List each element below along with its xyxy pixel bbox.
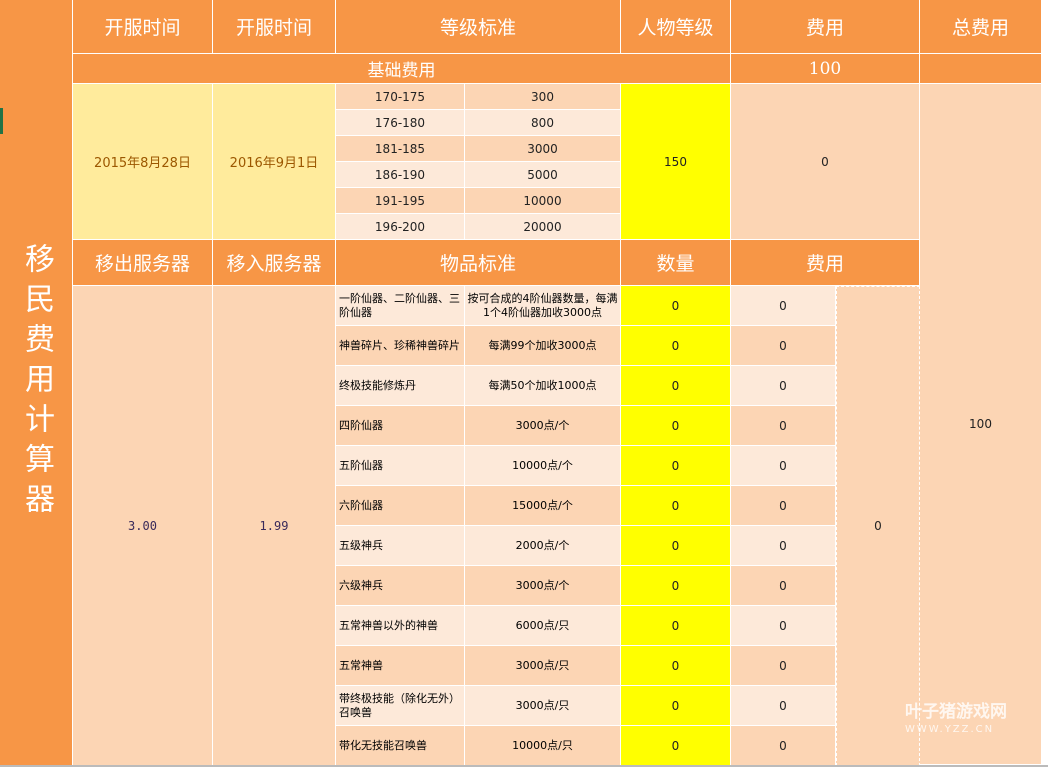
- item-rule: 3000点/个: [465, 566, 621, 606]
- item-rule: 6000点/只: [465, 606, 621, 646]
- level-range: 170-175: [336, 84, 465, 110]
- item-name: 六阶仙器: [336, 486, 465, 526]
- sheet-selection-marker: [0, 108, 3, 134]
- header-open-time-2: 开服时间: [213, 0, 336, 54]
- character-level-input[interactable]: 150: [621, 84, 731, 240]
- level-cost: 800: [465, 110, 621, 136]
- header-total-fee: 总费用: [920, 0, 1042, 54]
- header-item-fee: 费用: [731, 240, 920, 286]
- header-level-standard: 等级标准: [336, 0, 621, 54]
- item-name: 五常神兽以外的神兽: [336, 606, 465, 646]
- open-date-to[interactable]: 2016年9月1日: [213, 84, 336, 240]
- item-rule: 3000点/个: [465, 406, 621, 446]
- item-name: 六级神兵: [336, 566, 465, 606]
- item-fee: 0: [731, 406, 836, 446]
- item-name: 五常神兽: [336, 646, 465, 686]
- level-cost: 20000: [465, 214, 621, 240]
- item-fee: 0: [731, 486, 836, 526]
- header-target-server: 移入服务器: [213, 240, 336, 286]
- item-rule: 按可合成的4阶仙器数量，每满1个4阶仙器加收3000点: [465, 286, 621, 326]
- level-range: 186-190: [336, 162, 465, 188]
- header-open-time-1: 开服时间: [73, 0, 213, 54]
- item-fee: 0: [731, 326, 836, 366]
- item-quantity-input[interactable]: 0: [621, 646, 731, 686]
- header-fee: 费用: [731, 0, 920, 54]
- item-quantity-input[interactable]: 0: [621, 526, 731, 566]
- header-quantity: 数量: [621, 240, 731, 286]
- total-fee-value: 100: [920, 84, 1042, 765]
- item-fee: 0: [731, 286, 836, 326]
- item-quantity-input[interactable]: 0: [621, 486, 731, 526]
- item-rule: 10000点/只: [465, 726, 621, 766]
- item-fee: 0: [731, 606, 836, 646]
- level-cost: 5000: [465, 162, 621, 188]
- item-quantity-input[interactable]: 0: [621, 686, 731, 726]
- header-character-level: 人物等级: [621, 0, 731, 54]
- item-quantity-input[interactable]: 0: [621, 606, 731, 646]
- item-rule: 2000点/个: [465, 526, 621, 566]
- item-quantity-input[interactable]: 0: [621, 566, 731, 606]
- item-quantity-input[interactable]: 0: [621, 366, 731, 406]
- item-name: 五级神兵: [336, 526, 465, 566]
- sheet-gridline: [0, 765, 1048, 767]
- item-rule: 15000点/个: [465, 486, 621, 526]
- item-quantity-input[interactable]: 0: [621, 286, 731, 326]
- item-name: 带化无技能召唤兽: [336, 726, 465, 766]
- open-date-from[interactable]: 2015年8月28日: [73, 84, 213, 240]
- level-cost: 300: [465, 84, 621, 110]
- item-name: 五阶仙器: [336, 446, 465, 486]
- item-name: 四阶仙器: [336, 406, 465, 446]
- item-fee: 0: [731, 526, 836, 566]
- item-rule: 10000点/个: [465, 446, 621, 486]
- item-rule: 3000点/只: [465, 686, 621, 726]
- calculator-title: 移民费用计算器: [0, 0, 73, 767]
- item-name: 神兽碎片、珍稀神兽碎片: [336, 326, 465, 366]
- header-source-server: 移出服务器: [73, 240, 213, 286]
- level-range: 196-200: [336, 214, 465, 240]
- item-fee: 0: [731, 566, 836, 606]
- item-rule: 每满50个加收1000点: [465, 366, 621, 406]
- header-item-standard: 物品标准: [336, 240, 621, 286]
- level-fee-value: 0: [731, 84, 920, 240]
- item-rule: 每满99个加收3000点: [465, 326, 621, 366]
- level-range: 176-180: [336, 110, 465, 136]
- item-name: 带终极技能（除化无外）召唤兽: [336, 686, 465, 726]
- base-fee-blank: [920, 54, 1042, 84]
- item-name: 终极技能修炼丹: [336, 366, 465, 406]
- level-range: 181-185: [336, 136, 465, 162]
- item-fee: 0: [731, 726, 836, 766]
- item-quantity-input[interactable]: 0: [621, 326, 731, 366]
- item-fee: 0: [731, 646, 836, 686]
- item-rule: 3000点/只: [465, 646, 621, 686]
- item-quantity-input[interactable]: 0: [621, 726, 731, 766]
- item-name: 一阶仙器、二阶仙器、三阶仙器: [336, 286, 465, 326]
- level-cost: 3000: [465, 136, 621, 162]
- item-quantity-input[interactable]: 0: [621, 446, 731, 486]
- level-cost: 10000: [465, 188, 621, 214]
- base-fee-value: 100: [731, 54, 920, 84]
- watermark-logo: 叶子猪游戏网 WWW.YZZ.CN: [905, 702, 1007, 735]
- items-fee-total: 0: [836, 286, 920, 766]
- source-server-value[interactable]: 3.00: [73, 286, 213, 766]
- level-range: 191-195: [336, 188, 465, 214]
- item-fee: 0: [731, 446, 836, 486]
- item-quantity-input[interactable]: 0: [621, 406, 731, 446]
- item-fee: 0: [731, 366, 836, 406]
- base-fee-label: 基础费用: [73, 54, 731, 84]
- item-fee: 0: [731, 686, 836, 726]
- target-server-value[interactable]: 1.99: [213, 286, 336, 766]
